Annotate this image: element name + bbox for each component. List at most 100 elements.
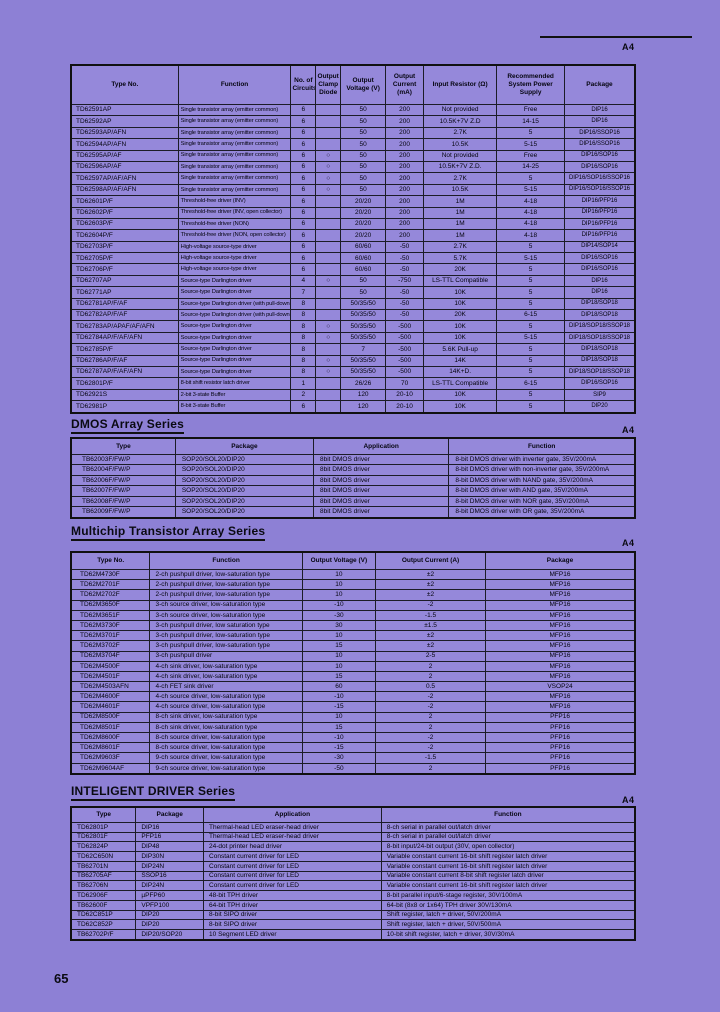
- table-cell: 50/35/50: [340, 354, 387, 368]
- table-row: TB62701N DIP24N Constant current driver fo…: [70, 860, 636, 872]
- table-cell: 10K: [422, 388, 498, 402]
- table-cell: [315, 309, 342, 322]
- table-cell: TD62705P/F: [70, 252, 179, 265]
- table-cell: MFP16: [485, 691, 636, 703]
- table-cell: 70: [385, 377, 424, 390]
- table-cell: [315, 126, 342, 140]
- table-cell: 4-ch sink driver, low-saturation type: [149, 660, 303, 672]
- table-cell: 8-ch source driver, low-saturation type: [149, 731, 303, 744]
- table-cell: SOP20/SOL20/DIP20: [174, 485, 315, 497]
- table-cell: ±2: [375, 589, 486, 601]
- table-cell: -50: [385, 309, 424, 322]
- table-cell: 8: [290, 365, 317, 379]
- table-cell: 20-10: [385, 388, 424, 402]
- table-cell: 10K: [422, 286, 498, 299]
- table-cell: 200: [385, 183, 424, 197]
- table-cell: 8-ch sink driver, low-saturation type: [149, 721, 303, 734]
- table-cell: TD62771AP: [70, 286, 179, 299]
- table-cell: -500: [385, 343, 424, 356]
- table-cell: DIP16/SOP16/SSOP16: [563, 183, 636, 197]
- table-cell: 7: [290, 286, 317, 299]
- table-cell: TD62824P: [70, 841, 137, 853]
- table-cell: 8-bit 3-state Buffer: [177, 400, 292, 414]
- table-cell: 50: [340, 286, 387, 299]
- dmos-array-table: Type Package Application Function TB62003F/F…: [70, 437, 636, 519]
- table-cell: -30: [301, 609, 377, 621]
- table-cell: 10: [301, 630, 377, 642]
- table-cell: DIP18/SOP18: [563, 343, 636, 356]
- table-cell: Single transistor array (emitter common): [177, 183, 292, 197]
- table-row: TD62906F µPFP60 48-bit TPH driver 8-bit par…: [70, 890, 636, 901]
- column-header: No. of Circuits: [290, 64, 317, 105]
- table-cell: 6: [290, 240, 317, 254]
- table-cell: -2: [375, 731, 486, 744]
- table-row: TD62801F PFP16 Thermal-head LED eraser-hea…: [70, 831, 636, 843]
- table-cell: 2-ch pushpull driver, low-saturation typ…: [149, 589, 303, 601]
- table-row: TD62705P/F High-voltage source-type drive…: [70, 252, 636, 265]
- table-row: TD62M4730F 2-ch pushpull driver, low-satu…: [70, 568, 636, 581]
- table-cell: 200: [385, 229, 424, 242]
- table-row: TD62M4500F 4-ch sink driver, low-saturati…: [70, 660, 636, 672]
- table-cell: 6: [290, 400, 317, 414]
- table-cell: 10.5K: [422, 183, 498, 197]
- table-cell: 2: [375, 660, 486, 672]
- table-row: TD62824P DIP48 24-dot printer head driver 8…: [70, 841, 636, 853]
- table-row: TD62M3701F 3-ch pushpull driver, low-satu…: [70, 630, 636, 642]
- table-cell: DIP18/SOP18: [563, 309, 636, 322]
- table-cell: DIP20/SOP20: [135, 929, 205, 941]
- table-cell: 8-ch source driver, low-saturation type: [149, 742, 303, 754]
- table-cell: ○: [315, 274, 342, 288]
- table-cell: Shift register, latch + driver, 50V/500m…: [380, 919, 636, 931]
- table-cell: 200: [385, 138, 424, 151]
- table-row: TD62M8601F 8-ch source driver, low-satura…: [70, 742, 636, 754]
- table-cell: Thermal-head LED eraser-head driver: [203, 831, 382, 843]
- table-cell: TD62M8600F: [70, 731, 151, 744]
- table-cell: Threshold-free driver (NON): [177, 217, 292, 231]
- table-cell: TD62M3701F: [70, 630, 151, 642]
- table-cell: 20/20: [340, 229, 387, 242]
- table-cell: 30: [301, 619, 377, 632]
- table-cell: 48-bit TPH driver: [203, 890, 382, 901]
- table-cell: 1M: [422, 229, 498, 242]
- table-cell: LS-TTL Compatible: [422, 274, 498, 288]
- table-cell: ○: [315, 172, 342, 185]
- page-format-label: A4: [622, 538, 635, 548]
- table-cell: Single transistor array (emitter common): [177, 160, 292, 174]
- table-cell: 50: [340, 126, 387, 140]
- table-row: TD62786AP/F/AF Source-type Darlington dri…: [70, 354, 636, 368]
- table-cell: SOP20/SOL20/DIP20: [174, 464, 315, 476]
- table-cell: MFP16: [485, 609, 636, 621]
- column-header: Package: [174, 437, 315, 455]
- table-cell: DIP16: [563, 274, 636, 288]
- table-cell: 64-bit (8x8 or 1x64) TPH driver 30V/130m…: [380, 899, 636, 911]
- table-cell: Constant current driver for LED: [203, 851, 382, 862]
- table-cell: 20-10: [385, 400, 424, 414]
- table-cell: ±2: [375, 579, 486, 591]
- table-header-row: Type Package Application Function: [70, 806, 636, 823]
- table-cell: DIP48: [135, 841, 205, 853]
- table-cell: DIP18/SOP18/SSOP18: [563, 331, 636, 345]
- table-cell: -1.5: [375, 609, 486, 621]
- table-row: TD62603P/F Threshold-free driver (NON) 6 20…: [70, 217, 636, 231]
- table-cell: SOP20/SOL20/DIP20: [174, 495, 315, 508]
- table-cell: MFP16: [485, 619, 636, 632]
- table-cell: 9-ch source driver, low-saturation type: [149, 752, 303, 764]
- table-cell: PFP16: [485, 742, 636, 754]
- table-cell: 5: [496, 320, 565, 333]
- column-header: Output Clamp Diode: [315, 64, 342, 105]
- table-cell: ±2: [375, 640, 486, 652]
- table-cell: 4-18: [496, 229, 565, 242]
- table-row: TD62801P/F 8-bit shift resistor latch dri…: [70, 377, 636, 390]
- table-cell: 3-ch pushpull driver, low-saturation typ…: [149, 640, 303, 652]
- table-row: TB62003F/FW/P SOP20/SOL20/DIP20 8bit DMOS …: [70, 453, 636, 466]
- table-cell: 200: [385, 195, 424, 208]
- table-cell: -50: [385, 252, 424, 265]
- table-row: TD62594AP/AFN Single transistor array (em…: [70, 138, 636, 151]
- table-cell: VSOP24: [485, 681, 636, 693]
- table-cell: -2: [375, 701, 486, 713]
- table-cell: MFP16: [485, 630, 636, 642]
- table-cell: 6: [290, 229, 317, 242]
- table-cell: ○: [315, 331, 342, 345]
- table-cell: 5: [496, 365, 565, 379]
- table-cell: TB62702P/F: [70, 929, 137, 941]
